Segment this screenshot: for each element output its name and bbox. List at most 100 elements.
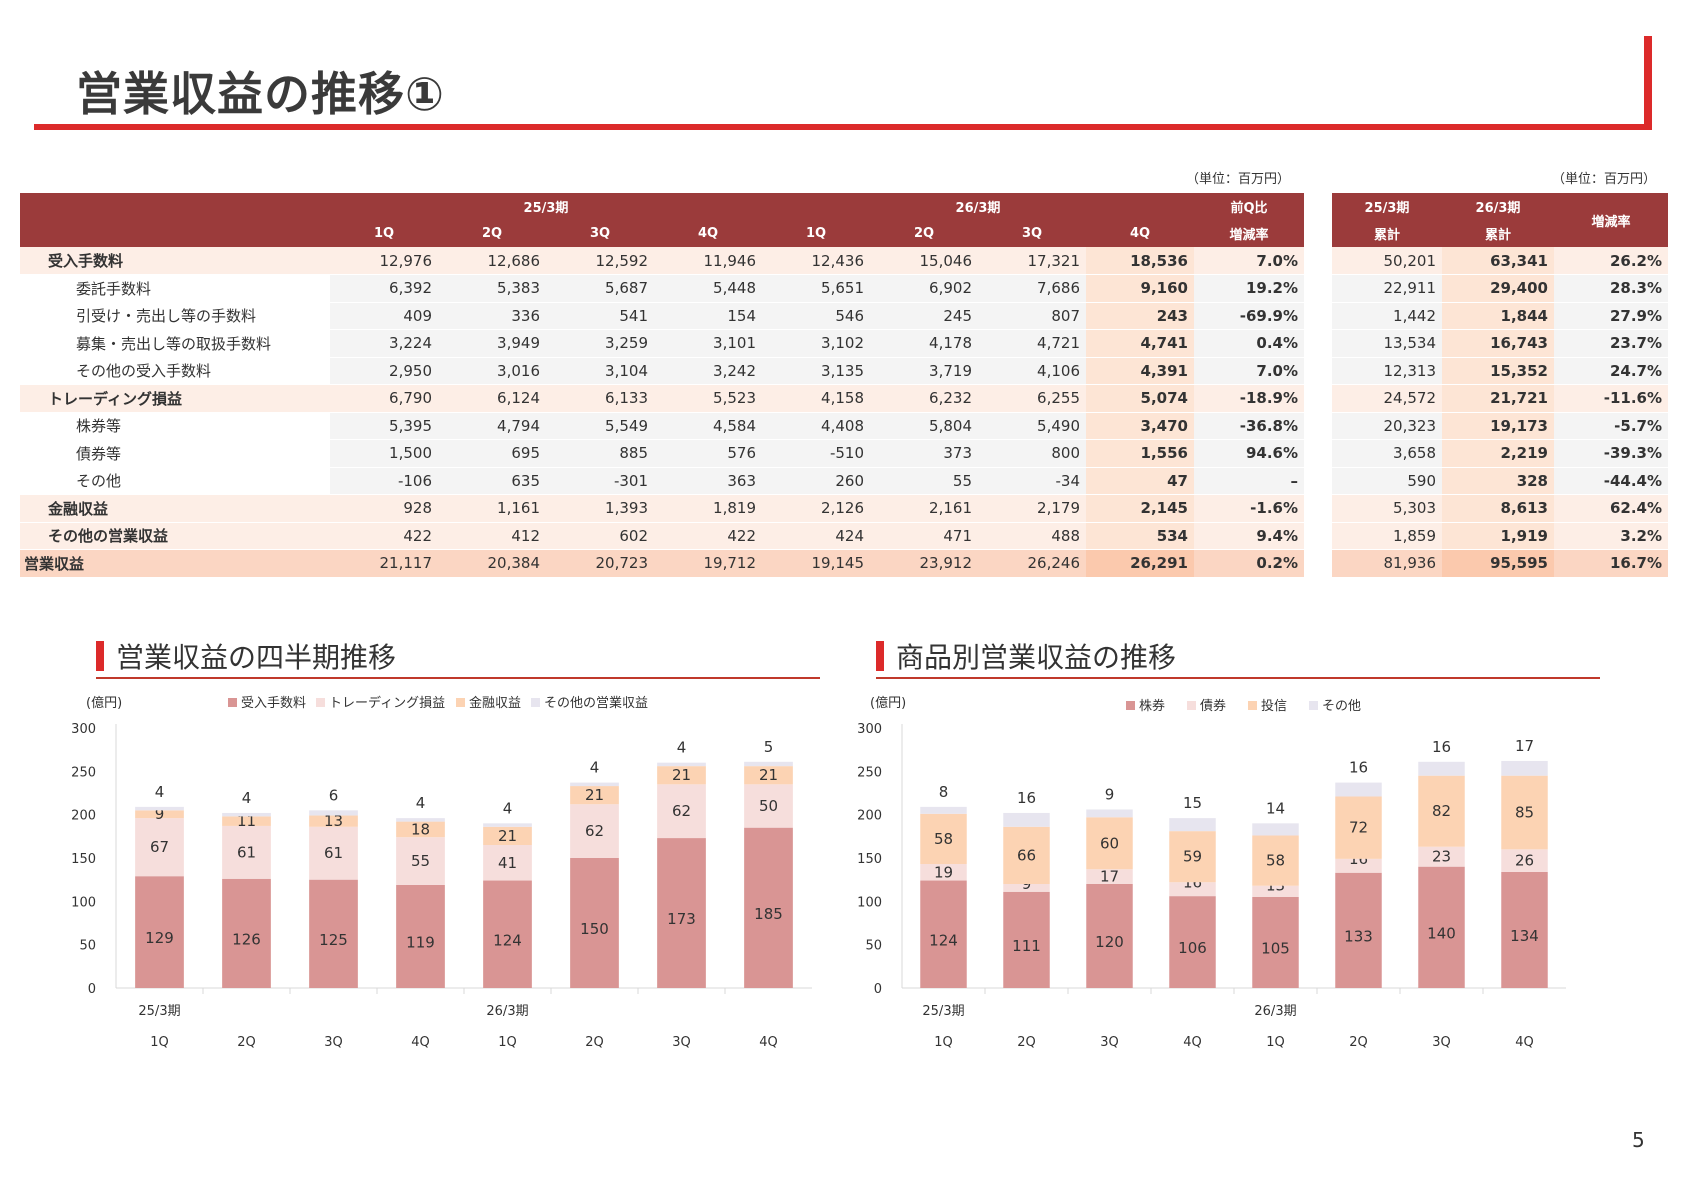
cell-value: 3,949: [438, 329, 546, 358]
data-label: 4: [503, 799, 513, 817]
x-tick-label: 1Q: [1266, 1035, 1285, 1050]
cell-value: 1,393: [546, 494, 654, 523]
data-label: 16: [1349, 759, 1368, 777]
cell-value: 885: [546, 439, 654, 468]
header-blank: [20, 193, 330, 247]
cell-value: 3,719: [870, 357, 978, 385]
data-label: 21: [672, 766, 691, 784]
bar-segment: [1335, 782, 1382, 797]
bar-segment: [222, 878, 271, 988]
cum-curr-value: 1,919: [1442, 522, 1554, 550]
data-label: 8: [939, 783, 949, 801]
cum-prev-value: 590: [1332, 467, 1442, 495]
data-label: 126: [232, 930, 261, 948]
bar-segment: [222, 812, 271, 817]
y-tick-label: 0: [874, 982, 882, 997]
bar-segment: [1086, 809, 1133, 818]
data-label: 26: [1515, 852, 1534, 870]
bar-segment: [1418, 866, 1465, 988]
cell-qoq: 7.0%: [1194, 357, 1304, 385]
cum-prev-value: 12,313: [1332, 357, 1442, 385]
data-label: 124: [929, 931, 958, 949]
cell-value: 243: [1086, 302, 1194, 330]
cell-value: 635: [438, 467, 546, 495]
y-tick-label: 200: [857, 809, 882, 824]
bar-segment: [1169, 831, 1216, 883]
data-label: 125: [319, 931, 348, 949]
bar-segment: [1003, 812, 1050, 827]
bar-segment: [1335, 796, 1382, 859]
cell-value: 7,686: [978, 274, 1086, 303]
cell-value: 5,395: [330, 412, 438, 440]
cum-rate-value: -44.4%: [1554, 467, 1668, 495]
table-row: 債券等 1,500 695 885 576 -510 373 800 1,556 94.6%: [20, 439, 1304, 468]
cell-value: 55: [870, 467, 978, 495]
row-label: 株券等: [20, 412, 330, 440]
bar-segment: [135, 806, 184, 811]
bar-segment: [744, 784, 793, 828]
data-label: 5: [764, 738, 774, 756]
row-label: その他の営業収益: [20, 522, 330, 550]
y-tick-label: 300: [857, 722, 882, 737]
cum-rate-value: 16.7%: [1554, 549, 1668, 578]
bar-segment: [1252, 823, 1299, 836]
cell-qoq: 0.4%: [1194, 329, 1304, 358]
legend-label: 投信: [1261, 698, 1287, 714]
cell-value: 5,448: [654, 274, 762, 303]
cum-table-row: 20,323 19,173 -5.7%: [1332, 412, 1668, 440]
header-cum-curr: 26/3期: [1442, 193, 1554, 220]
header-quarter: 4Q: [1086, 220, 1194, 247]
table-row: トレーディング損益 6,790 6,124 6,133 5,523 4,158 6,232 6…: [20, 384, 1304, 413]
cell-value: 3,242: [654, 357, 762, 385]
cell-value: -34: [978, 467, 1086, 495]
cell-value: 534: [1086, 522, 1194, 550]
bar-segment: [1335, 872, 1382, 988]
cum-prev-value: 81,936: [1332, 549, 1442, 578]
data-label: 129: [145, 929, 174, 947]
cum-prev-value: 24,572: [1332, 384, 1442, 413]
y-tick-label: 50: [865, 939, 882, 954]
cum-prev-value: 50,201: [1332, 247, 1442, 275]
cell-value: 546: [762, 302, 870, 330]
cell-value: 5,074: [1086, 384, 1194, 413]
data-label: 82: [1432, 802, 1451, 820]
legend-swatch: [316, 698, 325, 707]
cell-value: 409: [330, 302, 438, 330]
cell-value: 9,160: [1086, 274, 1194, 303]
cumulative-table: 25/3期 26/3期 増減率 累計 累計 50,201 63,341 26.2% 2…: [1332, 193, 1668, 578]
data-label: 21: [498, 827, 517, 845]
header-cum-curr-sub: 累計: [1442, 220, 1554, 247]
chart1-title: 営業収益の四半期推移: [96, 636, 396, 676]
cell-value: -301: [546, 467, 654, 495]
bar-segment: [1086, 869, 1133, 884]
y-tick-label: 50: [79, 939, 96, 954]
chart1-title-text: 営業収益の四半期推移: [116, 641, 397, 674]
chart2-title-text: 商品別営業収益の推移: [896, 641, 1177, 674]
data-label: 16: [1017, 789, 1036, 807]
bar-segment: [309, 810, 358, 816]
bar-segment: [483, 880, 532, 988]
y-tick-label: 0: [88, 982, 96, 997]
bar-segment: [396, 821, 445, 838]
cell-value: 424: [762, 522, 870, 550]
cell-value: 576: [654, 439, 762, 468]
data-label: 106: [1178, 939, 1207, 957]
x-tick-label: 4Q: [1183, 1035, 1202, 1050]
cell-value: 21,117: [330, 549, 438, 578]
cell-value: 800: [978, 439, 1086, 468]
header-quarter: 2Q: [870, 220, 978, 247]
cell-qoq: –: [1194, 467, 1304, 495]
bar-segment: [1501, 871, 1548, 988]
header-cum-rate: 増減率: [1554, 193, 1668, 247]
row-label: その他の受入手数料: [20, 357, 330, 385]
data-label: 6: [329, 786, 339, 804]
cell-value: 3,016: [438, 357, 546, 385]
cell-value: 541: [546, 302, 654, 330]
cum-rate-value: 3.2%: [1554, 522, 1668, 550]
title-underline: [34, 124, 1652, 130]
cell-value: 18,536: [1086, 247, 1194, 275]
cell-value: 12,436: [762, 247, 870, 275]
cell-value: 26,291: [1086, 549, 1194, 578]
legend-swatch: [456, 698, 465, 707]
data-label: 72: [1349, 819, 1368, 837]
